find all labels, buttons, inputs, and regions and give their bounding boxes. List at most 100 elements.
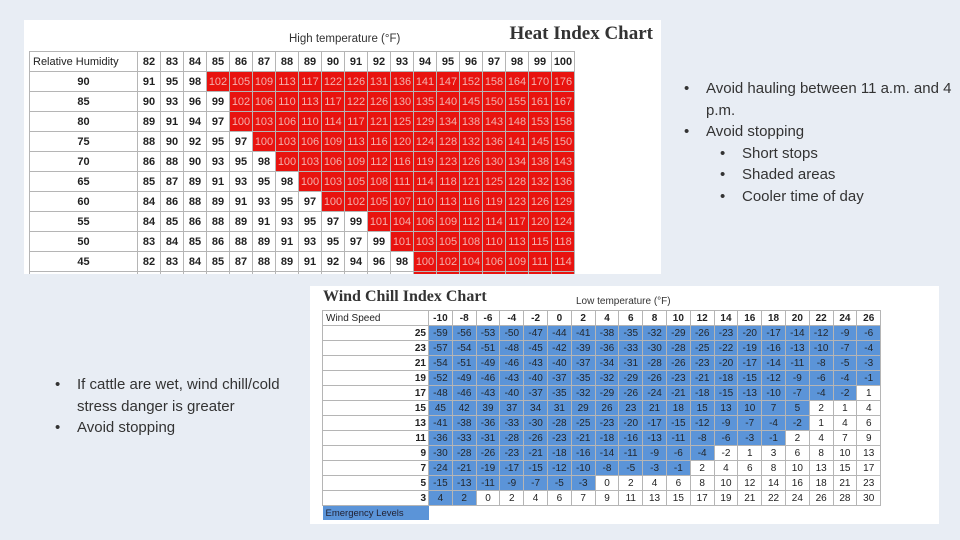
heat-index-cell: 100 (298, 171, 322, 192)
wind-table-row: 13 -41 -38 -36 -33 -30 -28 -25 -23 -20 -17 -15 -12 -9… (322, 415, 882, 431)
wind-chill-cell: -36 (428, 430, 453, 446)
wind-chill-cell: -18 (594, 430, 620, 446)
heat-index-cell: 116 (459, 191, 483, 212)
wind-chill-cell: -33 (499, 415, 525, 431)
heat-index-cell: 91 (206, 171, 230, 192)
heat-index-cell: 88 (183, 191, 207, 212)
heat-index-cell: 129 (413, 111, 437, 132)
heat-temperature-header: 92 (367, 51, 391, 72)
wind-chill-cell: 8 (808, 445, 834, 461)
wind-chill-cell: 6 (784, 445, 810, 461)
wind-chill-cell: -21 (451, 460, 477, 476)
heat-index-cell: 113 (275, 71, 299, 92)
wind-chill-cell: -4 (808, 385, 834, 401)
wind-chill-cell: -39 (570, 340, 596, 356)
heat-index-cell: 95 (206, 131, 230, 152)
wind-chill-cell: -31 (618, 355, 644, 371)
wind-chill-cell: -3 (570, 475, 596, 491)
heat-index-cell: 94 (183, 111, 207, 132)
heat-index-cell: 93 (252, 191, 276, 212)
wind-temperature-header: 8 (642, 310, 667, 326)
heat-table-row: 45 82 83 84 85 87 88 89 91 92 94 96 98 100 102 104 106 10… (29, 251, 575, 272)
wind-chill-cell: 14 (761, 475, 786, 491)
heat-index-cell: 100 (275, 151, 299, 172)
wind-chill-cell: -15 (713, 385, 739, 401)
wind-chill-cell: -12 (546, 460, 572, 476)
heat-index-cell: 86 (160, 191, 184, 212)
emergency-levels-legend: Emergency Levels (322, 505, 429, 520)
heat-index-cell: 92 (183, 131, 207, 152)
heat-index-cell: 111 (390, 171, 414, 192)
wind-chill-cell: 28 (832, 490, 858, 506)
wind-chill-cell: -8 (808, 355, 834, 371)
wind-temperature-header: 20 (784, 310, 810, 326)
wind-chill-cell: -7 (832, 340, 858, 356)
heat-index-cell: 101 (367, 211, 391, 232)
heat-temperature-header: 85 (206, 51, 230, 72)
wind-chill-cell: 17 (856, 460, 882, 476)
wind-temperature-header: -10 (428, 310, 453, 326)
wind-speed-label: 21 (322, 355, 429, 371)
heat-table-row: 85 90 93 96 99 102 106 110 113 117 122 126 130 135 140… (29, 91, 575, 112)
heat-index-cell: 105 (229, 71, 253, 92)
heat-index-cell: 106 (275, 111, 299, 132)
wind-chill-cell: -32 (642, 325, 667, 341)
heat-index-cell: 84 (160, 231, 184, 252)
wind-chill-cell: 0 (594, 475, 620, 491)
heat-index-cell: 97 (206, 111, 230, 132)
heat-index-cell: 89 (206, 191, 230, 212)
wind-chill-cell: -5 (832, 355, 858, 371)
heat-index-cell: 131 (367, 71, 391, 92)
heat-index-cell: 117 (344, 111, 368, 132)
wind-chill-cell: -16 (761, 340, 786, 356)
heat-index-cell: 170 (528, 71, 552, 92)
heat-index-cell: 109 (321, 131, 345, 152)
heat-index-cell: 90 (160, 131, 184, 152)
heat-temperature-header: 89 (298, 51, 322, 72)
heat-index-cell: 120 (528, 211, 552, 232)
wind-chill-cell: -7 (784, 385, 810, 401)
heat-index-cell: 145 (459, 91, 483, 112)
heat-index-cell: 132 (459, 131, 483, 152)
wind-chill-cell: 5 (784, 400, 810, 416)
wind-chill-cell: -26 (618, 385, 644, 401)
heat-table-row: 60 84 86 88 89 91 93 95 97 100 102 105 107 110 113 116 1… (29, 191, 575, 212)
wind-legend-row: Emergency Levels (322, 505, 881, 520)
wind-chill-cell: 24 (784, 490, 810, 506)
heat-index-cell: 93 (275, 211, 299, 232)
heat-index-cell: 104 (390, 211, 414, 232)
heat-index-cell: 97 (344, 231, 368, 252)
heat-index-cell: 126 (528, 191, 552, 212)
wind-chill-cell: -19 (737, 340, 763, 356)
wind-chill-cell: -22 (713, 340, 739, 356)
heat-index-cell: 96 (183, 91, 207, 112)
advice-item: Cooler time of day (684, 186, 954, 208)
heat-index-cell: 141 (413, 71, 437, 92)
wind-chill-cell: -2 (713, 445, 739, 461)
heat-index-cell: 90 (183, 151, 207, 172)
heat-index-cell: 98 (390, 251, 414, 272)
wind-chill-cell: -4 (856, 340, 882, 356)
wind-chill-cell: -51 (475, 340, 501, 356)
heat-table-row: 80 89 91 94 97 100 103 106 110 114 117 121 125 129 134… (29, 111, 575, 132)
wind-chill-cell: 10 (784, 460, 810, 476)
heat-index-cell: 167 (551, 91, 575, 112)
wind-chill-cell: -46 (451, 385, 477, 401)
wind-chill-cell: 12 (737, 475, 763, 491)
wind-chill-cell: 15 (689, 400, 715, 416)
heat-index-cell (344, 271, 368, 274)
wind-speed-label: 13 (322, 415, 429, 431)
heat-index-cell: 91 (252, 211, 276, 232)
heat-index-cell: 89 (275, 251, 299, 272)
heat-index-cell: 105 (436, 231, 460, 252)
wind-chill-title: Wind Chill Index Chart (323, 288, 487, 305)
wind-chill-cell: 6 (737, 460, 763, 476)
wind-chill-cell: 2 (499, 490, 525, 506)
wind-table-row: 7 -24 -21 -19 -17 -15 -12 -10 -8 -5 -3 -1 2 4 6 8 10 13 15… (322, 460, 882, 476)
heat-index-cell: 99 (206, 91, 230, 112)
wind-chill-cell: 1 (856, 385, 882, 401)
wind-chill-cell: -26 (642, 370, 667, 386)
wind-table-row: 23 -57 -54 -51 -48 -45 -42 -39 -36 -33 -30 -28 -25 -2… (322, 340, 882, 356)
wind-chill-cell: -6 (665, 445, 691, 461)
wind-chill-cell: -30 (523, 415, 548, 431)
